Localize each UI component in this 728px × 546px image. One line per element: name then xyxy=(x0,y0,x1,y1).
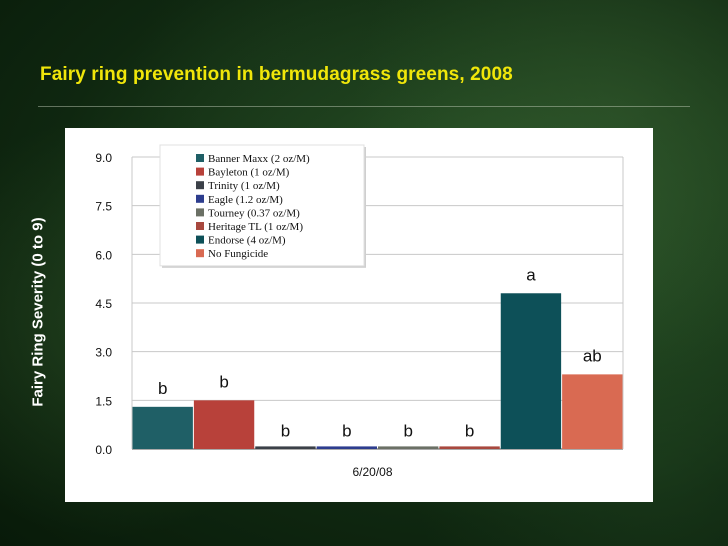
bar xyxy=(439,446,500,449)
y-tick-label: 7.5 xyxy=(95,200,112,214)
bar-chart: 0.0 1.5 3.0 4.5 6.0 7.5 9.0 b b b b b b a ab 6/20/08 Ban… xyxy=(95,144,624,479)
legend-swatch xyxy=(196,167,204,176)
bar xyxy=(562,374,623,449)
bar xyxy=(132,406,193,449)
title-divider xyxy=(38,106,690,107)
chart-panel: 0.0 1.5 3.0 4.5 6.0 7.5 9.0 b b b b b b a ab 6/20/08 Ban… xyxy=(65,128,653,502)
legend-entry-label: Trinity (1 oz/M) xyxy=(208,180,280,192)
legend-entry-label: Eagle (1.2 oz/M) xyxy=(208,194,283,206)
legend-swatch xyxy=(196,222,204,230)
bar-significance-label: a xyxy=(526,265,536,284)
legend-entry-label: Banner Maxx (2 oz/M) xyxy=(208,153,310,165)
legend-swatch xyxy=(196,249,204,258)
y-tick-label: 9.0 xyxy=(95,151,112,165)
y-tick-label: 1.5 xyxy=(95,394,112,408)
bar-significance-label: b xyxy=(158,379,167,398)
legend-swatch xyxy=(196,181,204,190)
y-tick-label: 0.0 xyxy=(95,443,112,457)
y-tick-label: 6.0 xyxy=(95,248,112,262)
legend-box xyxy=(159,144,365,267)
bar xyxy=(500,293,562,449)
legend-entry-label: Bayleton (1 oz/M) xyxy=(208,167,290,179)
bar xyxy=(193,400,255,449)
bar-significance-label: b xyxy=(465,421,474,440)
bar-significance-label: b xyxy=(219,372,228,391)
slide-title: Fairy ring prevention in bermudagrass gr… xyxy=(40,64,513,85)
y-axis-label: Fairy Ring Severity (0 to 9) xyxy=(29,217,47,407)
legend-entry-label: Heritage TL (1 oz/M) xyxy=(208,221,303,233)
bar-significance-label: b xyxy=(342,421,351,440)
legend-swatch xyxy=(196,208,204,217)
y-tick-label: 3.0 xyxy=(95,346,112,360)
bar-significance-label: b xyxy=(281,421,290,440)
legend-entry-label: Endorse (4 oz/M) xyxy=(208,235,286,247)
legend-swatch xyxy=(196,194,204,203)
legend-entry-label: No Fungicide xyxy=(208,248,268,260)
bar-significance-label: ab xyxy=(583,346,602,365)
x-axis-label: 6/20/08 xyxy=(352,465,392,479)
bar-significance-label: b xyxy=(403,421,412,440)
bar xyxy=(255,446,316,449)
legend-swatch xyxy=(196,235,204,244)
bar xyxy=(316,446,377,449)
legend-entry-label: Tourney (0.37 oz/M) xyxy=(208,207,300,219)
bar xyxy=(378,446,439,449)
y-tick-label: 4.5 xyxy=(95,297,112,311)
legend-swatch xyxy=(196,154,204,162)
